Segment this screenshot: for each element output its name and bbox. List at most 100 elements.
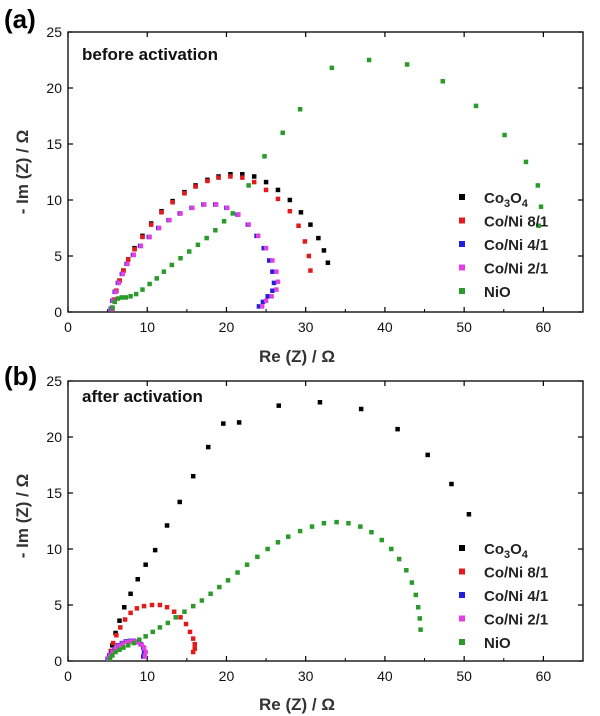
data-point: [265, 294, 270, 299]
data-point: [260, 299, 266, 305]
legend-marker: [459, 592, 465, 598]
data-point: [449, 481, 454, 487]
data-point: [147, 234, 152, 240]
data-point: [266, 258, 272, 263]
annotation: after activation: [82, 387, 203, 406]
data-point: [236, 212, 241, 217]
data-point: [225, 205, 230, 211]
data-point: [358, 406, 364, 412]
data-point: [240, 175, 245, 180]
data-point: [152, 547, 158, 553]
data-point: [308, 268, 313, 273]
data-point: [117, 618, 122, 623]
data-point: [112, 299, 117, 305]
data-point: [170, 199, 175, 205]
data-point: [202, 202, 207, 207]
data-point: [302, 239, 308, 244]
data-point: [369, 529, 374, 535]
y-axis-title: - Im (Z) / Ω: [13, 474, 32, 558]
data-point: [415, 604, 421, 610]
data-point: [150, 629, 156, 635]
data-point: [171, 609, 177, 614]
data-point: [128, 591, 133, 597]
x-tick-label: 30: [298, 668, 314, 684]
data-point: [321, 248, 327, 253]
data-point: [121, 645, 126, 650]
data-point: [270, 288, 275, 293]
legend-label: Co/Ni 8/1: [484, 565, 548, 582]
x-tick-label: 0: [64, 319, 72, 335]
data-point: [297, 528, 303, 534]
data-point: [123, 295, 129, 300]
y-tick-label: 15: [46, 485, 62, 501]
panel-b: (b) 0 10 20 30 40 50 60 0 5 10 15 20 25 Re (Z) / Ω - Im…: [4, 361, 584, 714]
data-point: [256, 304, 262, 309]
data-point: [235, 570, 240, 575]
legend-marker: [459, 241, 465, 247]
data-point: [169, 262, 175, 268]
data-point: [523, 159, 529, 165]
data-point: [192, 646, 198, 651]
data-point: [141, 603, 147, 609]
x-tick-label: 10: [139, 668, 155, 684]
data-point: [287, 208, 293, 214]
data-point: [128, 294, 133, 299]
data-point: [216, 175, 221, 180]
data-point: [404, 568, 409, 573]
data-point: [379, 537, 385, 543]
data-point: [280, 130, 285, 136]
plot-frame: [67, 380, 584, 662]
data-points: [108, 57, 544, 311]
data-point: [178, 615, 183, 620]
data-point: [141, 645, 147, 651]
data-point: [251, 179, 257, 185]
data-point: [298, 210, 304, 215]
data-point: [147, 281, 152, 287]
data-point: [131, 252, 137, 258]
data-point: [190, 649, 196, 655]
x-tick-label: 50: [456, 319, 472, 335]
data-point: [195, 242, 201, 248]
data-point: [161, 269, 167, 274]
data-point: [135, 576, 140, 582]
legend-label: Co3O4: [484, 190, 529, 210]
y-tick-label: 20: [46, 80, 62, 96]
legend-label: NiO: [484, 284, 511, 301]
data-point: [325, 260, 331, 265]
data-point: [139, 642, 144, 648]
data-point: [466, 512, 472, 517]
data-point: [308, 222, 313, 227]
data-point: [259, 304, 265, 309]
data-point: [263, 187, 269, 193]
data-point: [116, 643, 121, 649]
data-point: [121, 268, 126, 273]
data-point: [535, 183, 541, 188]
data-point: [138, 243, 144, 249]
legend-marker: [459, 194, 465, 200]
y-tick-label: 10: [46, 541, 62, 557]
data-point: [389, 546, 394, 552]
data-point: [346, 520, 351, 526]
data-point: [246, 183, 251, 188]
x-tick-label: 10: [139, 319, 155, 335]
data-point: [125, 261, 130, 267]
data-point: [117, 647, 122, 653]
y-tick-label: 15: [46, 136, 62, 152]
series-co3o4: [107, 400, 472, 659]
x-tick-label: 20: [219, 668, 235, 684]
legend-label: Co3O4: [484, 541, 529, 561]
data-point: [217, 584, 222, 590]
data-point: [110, 305, 115, 310]
data-point: [240, 171, 245, 177]
data-point: [213, 202, 219, 207]
data-point: [404, 62, 410, 67]
data-point: [255, 233, 261, 239]
data-point: [143, 634, 148, 639]
data-point: [275, 196, 281, 202]
data-point: [143, 562, 148, 567]
data-point: [190, 205, 195, 211]
data-point: [213, 227, 218, 233]
y-tick-label: 5: [54, 248, 62, 264]
data-point: [190, 473, 196, 479]
annotation: before activation: [82, 45, 218, 64]
